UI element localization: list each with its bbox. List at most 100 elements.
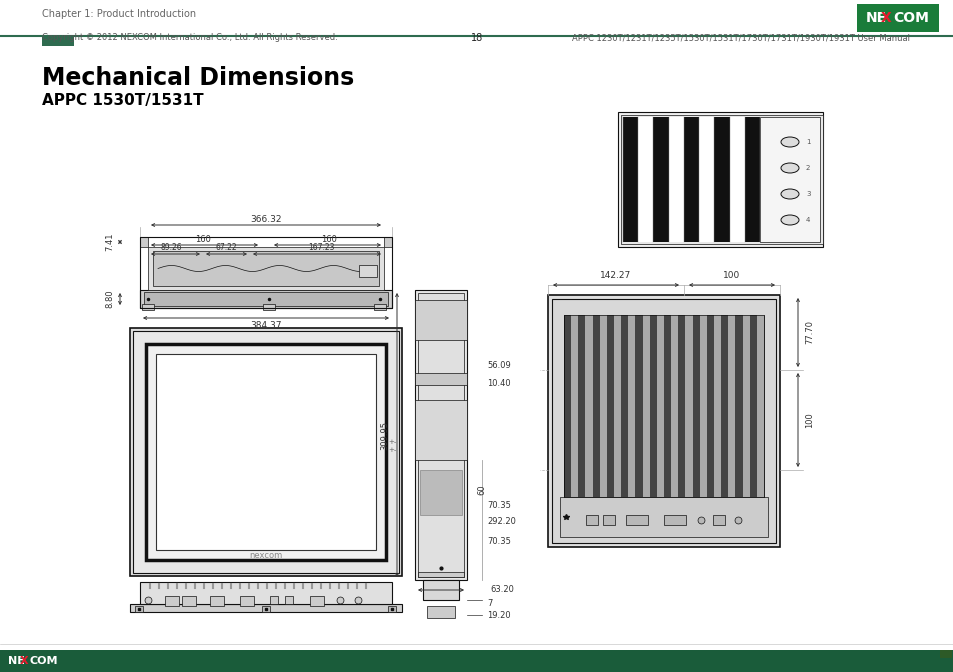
Text: X: X xyxy=(20,656,29,666)
Bar xyxy=(146,344,386,560)
Text: 70.35: 70.35 xyxy=(486,501,511,509)
Bar xyxy=(415,400,467,460)
Bar xyxy=(749,315,756,497)
Bar xyxy=(712,515,724,525)
Text: +-: +- xyxy=(388,439,395,445)
Bar xyxy=(140,582,392,604)
Ellipse shape xyxy=(781,137,799,147)
Text: NE: NE xyxy=(8,656,25,666)
Bar xyxy=(415,300,467,340)
Bar xyxy=(422,580,458,600)
Bar xyxy=(602,515,615,525)
Bar xyxy=(625,515,647,525)
Bar xyxy=(156,354,375,550)
Bar xyxy=(699,117,714,242)
Bar xyxy=(563,315,571,497)
Bar xyxy=(620,315,628,497)
Bar xyxy=(622,117,638,242)
Text: 167.23: 167.23 xyxy=(308,243,334,253)
Bar xyxy=(678,315,684,497)
Bar xyxy=(706,315,713,497)
Text: 77.70: 77.70 xyxy=(804,320,814,344)
Text: 160: 160 xyxy=(321,235,336,243)
Bar xyxy=(592,315,599,497)
Text: APPC 1230T/1231T/1235T/1530T/1531T/1730T/1731T/1930T/1931T User Manual: APPC 1230T/1231T/1235T/1530T/1531T/1730T… xyxy=(572,34,909,42)
Bar xyxy=(585,315,592,497)
Text: 1: 1 xyxy=(805,139,810,145)
Bar xyxy=(374,304,386,310)
Text: X: X xyxy=(880,11,890,25)
Bar xyxy=(142,304,153,310)
Bar xyxy=(240,596,253,606)
Text: NE: NE xyxy=(865,11,886,25)
Bar xyxy=(649,315,657,497)
Bar xyxy=(358,265,376,276)
Bar xyxy=(415,290,467,580)
Bar xyxy=(263,304,274,310)
Bar xyxy=(140,237,148,247)
Text: COM: COM xyxy=(30,656,58,666)
Text: 3: 3 xyxy=(805,191,810,197)
Text: 384.37: 384.37 xyxy=(250,321,281,329)
Bar xyxy=(628,315,635,497)
Bar xyxy=(270,596,277,604)
Bar xyxy=(417,293,463,577)
Bar xyxy=(657,315,663,497)
Bar xyxy=(606,315,614,497)
Bar xyxy=(42,36,74,46)
Bar xyxy=(140,237,392,308)
Bar xyxy=(638,117,653,242)
Bar xyxy=(939,650,951,658)
Bar xyxy=(671,315,678,497)
Bar xyxy=(571,315,578,497)
Bar xyxy=(668,117,683,242)
Text: APPC 1530T/1531T: APPC 1530T/1531T xyxy=(42,93,203,108)
Ellipse shape xyxy=(781,189,799,199)
Text: 19.20: 19.20 xyxy=(486,610,510,620)
Bar xyxy=(559,497,767,537)
Bar xyxy=(620,115,822,244)
Bar xyxy=(741,315,749,497)
Bar xyxy=(135,606,143,612)
Bar xyxy=(415,373,467,385)
Ellipse shape xyxy=(781,163,799,173)
Bar xyxy=(760,117,820,242)
Bar xyxy=(417,572,463,577)
Text: 292.20: 292.20 xyxy=(486,517,516,526)
Bar xyxy=(262,606,270,612)
Bar xyxy=(419,470,461,515)
Bar xyxy=(384,237,392,247)
Text: Copyright © 2012 NEXCOM International Co., Ltd. All Rights Reserved.: Copyright © 2012 NEXCOM International Co… xyxy=(42,34,337,42)
Bar xyxy=(618,112,822,247)
Bar xyxy=(663,515,685,525)
Bar xyxy=(699,315,706,497)
Bar xyxy=(614,315,620,497)
Bar xyxy=(727,315,735,497)
Bar xyxy=(130,328,401,576)
Bar xyxy=(152,251,378,286)
Text: 70.35: 70.35 xyxy=(486,538,511,546)
Bar xyxy=(729,117,744,242)
Text: 89.26: 89.26 xyxy=(160,243,182,253)
Bar xyxy=(310,596,324,606)
Bar xyxy=(210,596,224,606)
Bar xyxy=(735,315,741,497)
Bar xyxy=(0,650,953,672)
Text: 56.09: 56.09 xyxy=(486,360,510,370)
Bar xyxy=(388,606,395,612)
Bar xyxy=(140,290,392,308)
Text: 4: 4 xyxy=(805,217,809,223)
Bar xyxy=(547,295,780,547)
Bar xyxy=(663,315,671,497)
Bar xyxy=(653,117,668,242)
Bar xyxy=(148,247,384,290)
Text: 18: 18 xyxy=(471,33,482,43)
Bar xyxy=(856,4,938,32)
Text: 60: 60 xyxy=(477,485,486,495)
Text: 8.80: 8.80 xyxy=(106,290,114,308)
Bar xyxy=(130,604,401,612)
Bar xyxy=(744,117,760,242)
Text: COM: COM xyxy=(892,11,928,25)
Bar xyxy=(642,315,649,497)
Text: +-: +- xyxy=(388,447,395,453)
